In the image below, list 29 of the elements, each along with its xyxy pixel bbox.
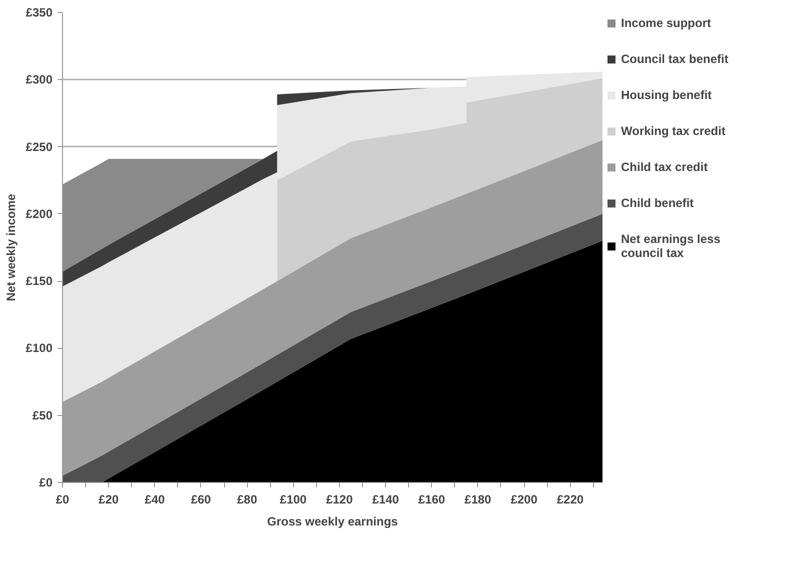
y-tick-label: £350 xyxy=(26,6,53,20)
legend-label: Working tax credit xyxy=(621,124,726,138)
y-axis-title: Net weekly income xyxy=(4,193,18,302)
x-tick-label: £140 xyxy=(372,492,400,506)
x-tick-label: £120 xyxy=(326,492,354,506)
y-tick-label: £50 xyxy=(32,408,53,422)
y-tick-label: £0 xyxy=(39,476,53,490)
y-tick-label: £100 xyxy=(26,341,53,356)
legend-label: Child tax credit xyxy=(621,160,708,174)
x-tick-label: £60 xyxy=(190,492,212,506)
legend-label: Income support xyxy=(621,16,712,30)
x-axis-title: Gross weekly earnings xyxy=(267,514,398,528)
x-tick-label: £40 xyxy=(144,492,166,506)
x-tick-label: £0 xyxy=(56,492,70,506)
x-tick-label: £160 xyxy=(418,492,446,506)
y-tick-label: £300 xyxy=(26,72,53,87)
x-tick-label: £80 xyxy=(237,492,258,506)
legend-label: Child benefit xyxy=(621,196,694,210)
y-tick-label: £200 xyxy=(26,206,53,221)
legend-label: Council tax benefit xyxy=(621,52,728,66)
x-tick-label: £180 xyxy=(464,492,492,506)
legend-label: Housing benefit xyxy=(621,88,712,102)
y-tick-label: £250 xyxy=(26,140,53,154)
y-tick-label: £150 xyxy=(26,274,53,288)
x-tick-label: £100 xyxy=(280,492,307,506)
x-tick-label: £220 xyxy=(556,492,584,506)
x-tick-label: £200 xyxy=(510,492,538,506)
legend-label: Net earnings less council tax xyxy=(621,232,720,260)
x-tick-label: £20 xyxy=(98,492,119,506)
